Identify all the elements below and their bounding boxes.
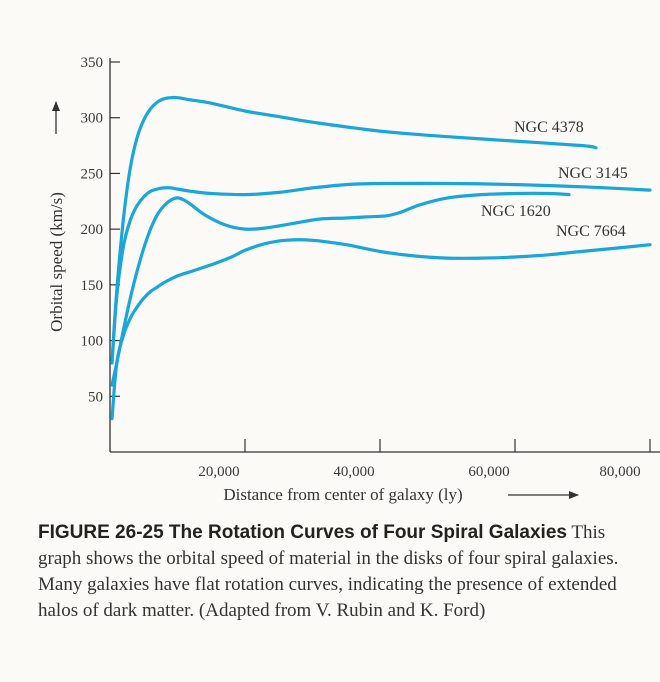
- series-label-ngc-1620: NGC 1620: [481, 203, 551, 220]
- y-tick-label: 350: [81, 55, 104, 71]
- y-axis-title: Orbital speed (km/s): [47, 192, 66, 332]
- series-label-ngc-7664: NGC 7664: [556, 223, 626, 240]
- x-tick-label: 60,000: [468, 464, 509, 480]
- series-curves: [110, 95, 652, 421]
- y-tick-label: 250: [81, 166, 104, 182]
- series-label-ngc-4378: NGC 4378: [514, 119, 584, 136]
- x-tick-label: 20,000: [198, 464, 239, 480]
- x-axis-title: Distance from center of galaxy (ly): [223, 485, 462, 504]
- axes: [109, 58, 660, 453]
- y-tick-label: 50: [88, 389, 103, 405]
- series-label-ngc-3145: NGC 3145: [558, 165, 628, 182]
- y-axis-title-group: Orbital speed (km/s): [47, 101, 66, 332]
- series-line-ngc-1620: [110, 191, 571, 387]
- rotation-curves-chart: 50 100 150 200 250 300 350 20,000 40,000 60,000 8…: [47, 55, 660, 504]
- series-line-ngc-7664: [110, 238, 652, 421]
- series-line-ngc-3145: [110, 181, 652, 365]
- y-tick-label: 200: [81, 222, 104, 238]
- y-tick-label: 150: [81, 278, 104, 294]
- x-tick-label: 80,000: [599, 464, 640, 480]
- series-line-ngc-4378: [110, 95, 598, 365]
- y-tick-label: 100: [81, 334, 104, 350]
- figure-caption: FIGURE 26-25 The Rotation Curves of Four…: [38, 520, 638, 624]
- x-tick-label: 40,000: [333, 464, 374, 480]
- y-tick-label: 300: [81, 111, 104, 127]
- figure-title: FIGURE 26-25 The Rotation Curves of Four…: [38, 522, 567, 543]
- x-ticks: 20,000 40,000 60,000 80,000: [198, 439, 651, 480]
- caption-text: This graph shows the orbital speed of ma…: [38, 522, 619, 621]
